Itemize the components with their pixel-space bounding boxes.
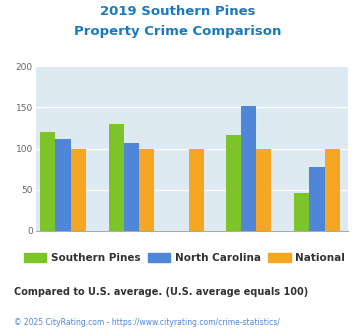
Bar <box>55 139 71 231</box>
Bar <box>71 148 86 231</box>
Text: Compared to U.S. average. (U.S. average equals 100): Compared to U.S. average. (U.S. average … <box>14 287 308 297</box>
Bar <box>40 132 55 231</box>
Bar <box>324 148 340 231</box>
Text: 2019 Southern Pines: 2019 Southern Pines <box>100 5 255 18</box>
Bar <box>294 193 310 231</box>
Text: © 2025 CityRating.com - https://www.cityrating.com/crime-statistics/: © 2025 CityRating.com - https://www.city… <box>14 318 280 327</box>
Legend: Southern Pines, North Carolina, National: Southern Pines, North Carolina, National <box>20 248 349 267</box>
Bar <box>139 148 154 231</box>
Bar <box>256 148 271 231</box>
Bar <box>189 148 204 231</box>
Bar <box>124 143 139 231</box>
Bar <box>226 135 241 231</box>
Bar <box>241 106 256 231</box>
Bar <box>310 167 324 231</box>
Bar <box>109 124 124 231</box>
Text: Property Crime Comparison: Property Crime Comparison <box>74 25 281 38</box>
